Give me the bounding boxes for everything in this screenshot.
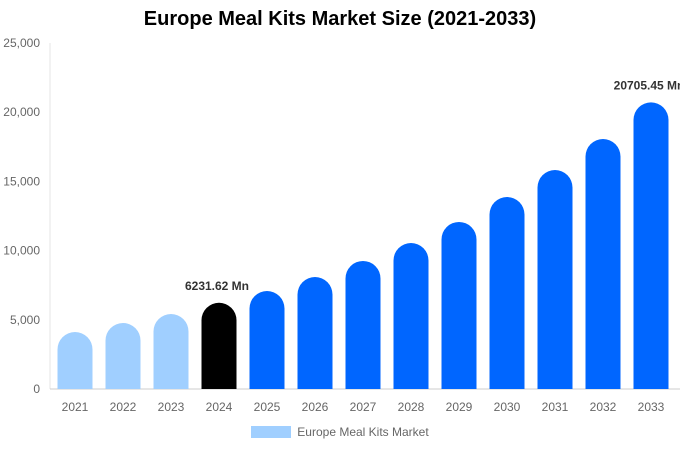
chart-title: Europe Meal Kits Market Size (2021-2033) bbox=[143, 8, 537, 30]
y-tick-label: 0 bbox=[33, 382, 40, 396]
x-tick-label: 2031 bbox=[542, 400, 569, 414]
y-tick-label: 5,000 bbox=[10, 313, 40, 327]
legend[interactable]: Europe Meal Kits Market bbox=[0, 425, 680, 439]
x-tick-label: 2032 bbox=[590, 400, 617, 414]
bar-2032 bbox=[585, 139, 621, 389]
y-tick-label: 25,000 bbox=[3, 36, 40, 50]
bar-2021 bbox=[57, 331, 93, 389]
x-tick-label: 2023 bbox=[158, 400, 185, 414]
bar-2027 bbox=[345, 260, 381, 389]
bar-2033 bbox=[633, 102, 669, 389]
x-tick-label: 2021 bbox=[62, 400, 89, 414]
x-tick-label: 2033 bbox=[638, 400, 665, 414]
x-tick-label: 2030 bbox=[494, 400, 521, 414]
x-tick-label: 2028 bbox=[398, 400, 425, 414]
bar-2024 bbox=[201, 302, 237, 389]
bar-2026 bbox=[297, 277, 333, 389]
x-tick-label: 2027 bbox=[350, 400, 377, 414]
data-label-2033: 20705.45 Mn bbox=[614, 78, 680, 92]
bar-2029 bbox=[441, 221, 477, 389]
bar-2030 bbox=[489, 197, 525, 389]
bar-2022 bbox=[105, 322, 141, 389]
y-tick-label: 20,000 bbox=[3, 105, 40, 119]
x-tick-label: 2026 bbox=[302, 400, 329, 414]
bar-2023 bbox=[153, 313, 189, 389]
bar-2031 bbox=[537, 170, 573, 389]
x-tick-label: 2025 bbox=[254, 400, 281, 414]
data-label-2024: 6231.62 Mn bbox=[185, 279, 249, 293]
x-tick-label: 2022 bbox=[110, 400, 137, 414]
legend-swatch bbox=[251, 426, 292, 438]
legend-label: Europe Meal Kits Market bbox=[297, 425, 429, 439]
x-tick-label: 2029 bbox=[446, 400, 473, 414]
bar-2028 bbox=[393, 242, 429, 389]
y-tick-label: 10,000 bbox=[3, 244, 40, 258]
y-tick-label: 15,000 bbox=[3, 174, 40, 188]
bar-2025 bbox=[249, 291, 285, 389]
x-tick-label: 2024 bbox=[206, 400, 233, 414]
